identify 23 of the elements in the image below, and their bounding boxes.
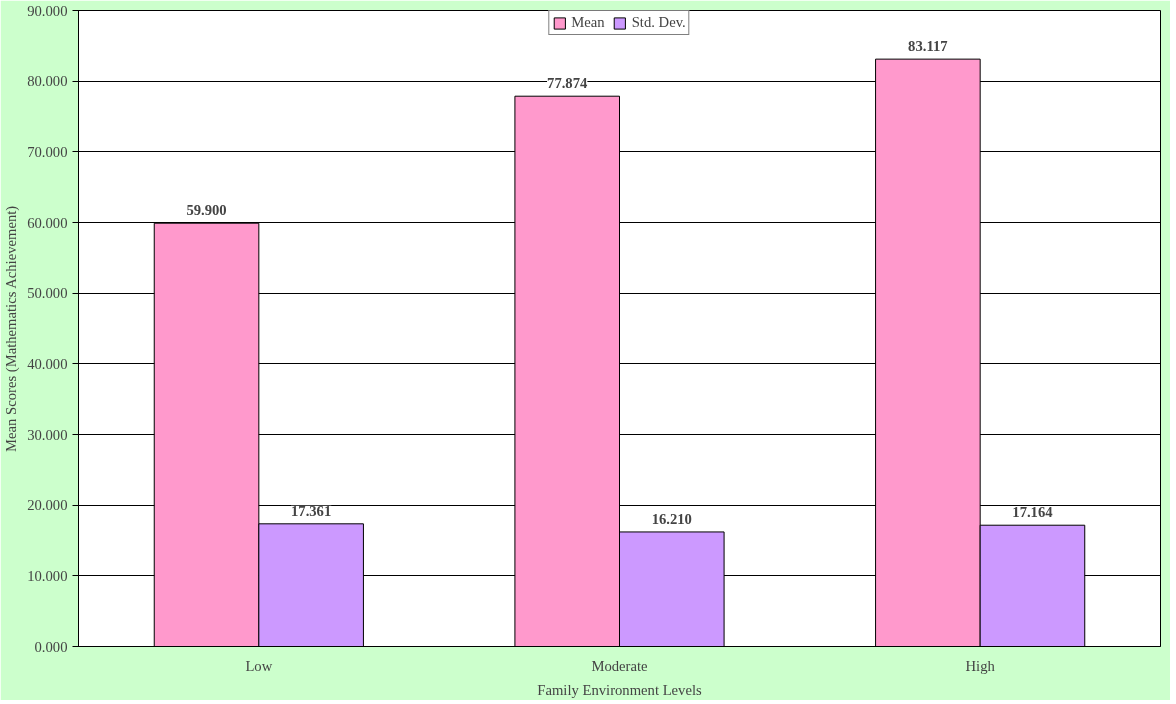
data-label: 83.117 [908,38,948,55]
y-tick-label: 50.000 [27,285,68,302]
y-tick-label: 0.000 [34,638,68,655]
y-tick-label: 80.000 [27,73,68,90]
y-tick-label: 60.000 [27,214,68,231]
x-tick-label: High [965,657,996,674]
x-tick-label: Moderate [591,657,648,674]
data-label: 17.164 [1012,504,1054,521]
data-label: 77.874 [547,75,589,92]
data-label: 16.210 [651,510,692,527]
y-tick-label: 30.000 [27,426,68,443]
y-tick-label: 40.000 [27,355,68,372]
y-tick-label: 20.000 [27,497,68,514]
legend-label: Mean [571,14,605,31]
x-tick-label: Low [245,657,273,674]
data-label: 17.361 [290,502,332,519]
y-tick-label: 90.000 [27,2,68,19]
data-label: 59.900 [186,202,227,219]
y-tick-label: 10.000 [27,567,68,584]
y-tick-label: 70.000 [27,143,68,160]
x-axis-title: Family Environment Levels [537,681,703,698]
y-axis-title: Mean Scores (Mathematics Achievement) [3,205,21,453]
legend-label: Std. Dev. [631,14,686,31]
